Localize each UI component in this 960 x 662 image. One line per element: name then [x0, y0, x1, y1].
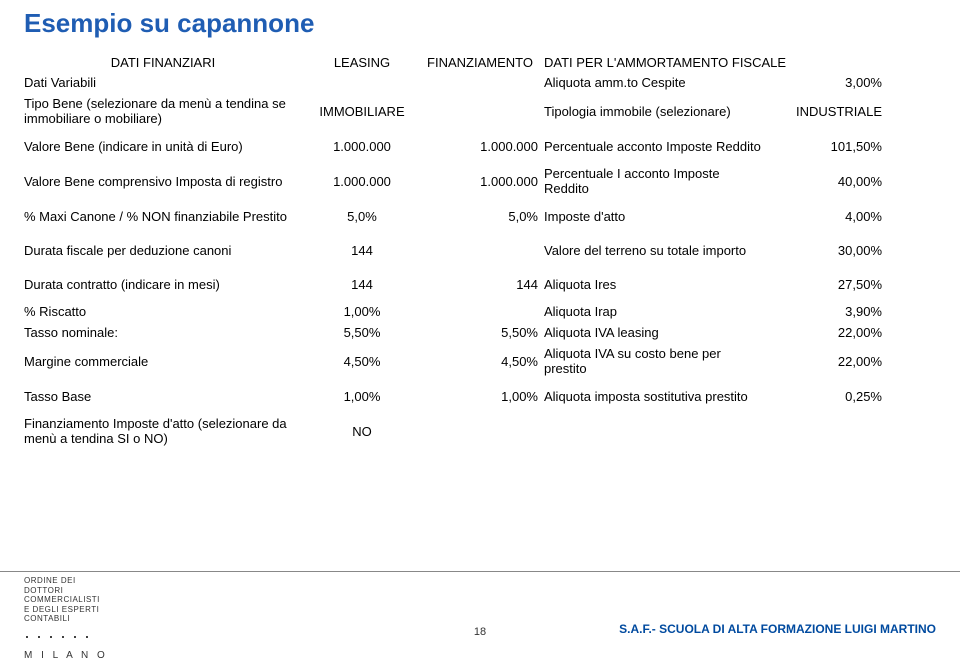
leasing-cell: 1,00%: [302, 389, 422, 404]
fiscal-value-cell: 101,50%: [762, 139, 882, 154]
table-row: Margine commerciale4,50%4,50%Aliquota IV…: [24, 343, 936, 379]
fiscal-label-cell: Aliquota amm.to Cespite: [542, 75, 762, 90]
footer-school: S.A.F.- SCUOLA DI ALTA FORMAZIONE LUIGI …: [619, 622, 936, 636]
col-header-2: LEASING: [302, 55, 422, 70]
label-cell: Valore Bene comprensivo Imposta di regis…: [24, 174, 302, 189]
finanziamento-cell: 5,50%: [422, 325, 542, 340]
finanziamento-cell: 1.000.000: [422, 174, 542, 189]
fiscal-label-cell: Percentuale I acconto Imposte Reddito: [542, 166, 762, 196]
table-row: % Maxi Canone / % NON finanziabile Prest…: [24, 199, 936, 233]
leasing-cell: 4,50%: [302, 354, 422, 369]
page-number: 18: [474, 626, 486, 638]
footer-org-line: E DEGLI ESPERTI: [24, 605, 108, 615]
section-headers: DATI FINANZIARI LEASING FINANZIAMENTO DA…: [24, 53, 936, 72]
footer-org-line: CONTABILI: [24, 614, 108, 624]
finanziamento-cell: 144: [422, 277, 542, 292]
leasing-cell: 1.000.000: [302, 174, 422, 189]
label-cell: Dati Variabili: [24, 75, 302, 90]
fiscal-label-cell: Aliquota Ires: [542, 277, 762, 292]
label-cell: Margine commerciale: [24, 354, 302, 369]
label-cell: Durata contratto (indicare in mesi): [24, 277, 302, 292]
table-row: Durata fiscale per deduzione canoni144 Va…: [24, 233, 936, 267]
label-cell: Tasso nominale:: [24, 325, 302, 340]
table-row: Durata contratto (indicare in mesi)14414…: [24, 267, 936, 301]
fiscal-value-cell: 40,00%: [762, 174, 882, 189]
footer-city: M I L A N O: [24, 650, 108, 662]
fiscal-value-cell: 4,00%: [762, 209, 882, 224]
leasing-cell: 144: [302, 277, 422, 292]
leasing-cell: 1.000.000: [302, 139, 422, 154]
leasing-cell: 5,50%: [302, 325, 422, 340]
page-footer: ORDINE DEI DOTTORI COMMERCIALISTI E DEGL…: [0, 571, 960, 649]
table-row: % Riscatto1,00% Aliquota Irap3,90%: [24, 301, 936, 322]
label-cell: Tipo Bene (selezionare da menù a tendina…: [24, 96, 302, 126]
fiscal-value-cell: 27,50%: [762, 277, 882, 292]
finanziamento-cell: 5,0%: [422, 209, 542, 224]
fiscal-label-cell: Valore del terreno su totale importo: [542, 243, 762, 258]
data-table: Dati Variabili Aliquota amm.to Cespite3,0…: [24, 72, 936, 449]
leasing-cell: 1,00%: [302, 304, 422, 319]
label-cell: % Riscatto: [24, 304, 302, 319]
label-cell: Valore Bene (indicare in unità di Euro): [24, 139, 302, 154]
table-row: Dati Variabili Aliquota amm.to Cespite3,0…: [24, 72, 936, 93]
fiscal-label-cell: Tipologia immobile (selezionare): [542, 104, 762, 119]
col-header-1: DATI FINANZIARI: [24, 55, 302, 70]
col-header-4: DATI PER L'AMMORTAMENTO FISCALE: [542, 55, 882, 70]
footer-org-line: ORDINE DEI: [24, 576, 108, 586]
fiscal-value-cell: 3,90%: [762, 304, 882, 319]
fiscal-value-cell: 0,25%: [762, 389, 882, 404]
label-cell: Finanziamento Imposte d'atto (selezionar…: [24, 416, 302, 446]
label-cell: % Maxi Canone / % NON finanziabile Prest…: [24, 209, 302, 224]
footer-dots: ······: [24, 626, 108, 648]
fiscal-value-cell: 3,00%: [762, 75, 882, 90]
fiscal-label-cell: Aliquota Irap: [542, 304, 762, 319]
footer-org-line: COMMERCIALISTI: [24, 595, 108, 605]
fiscal-label-cell: Aliquota IVA su costo bene per prestito: [542, 346, 762, 376]
table-row: Tasso Base1,00%1,00%Aliquota imposta sos…: [24, 379, 936, 413]
label-cell: Tasso Base: [24, 389, 302, 404]
leasing-cell: 5,0%: [302, 209, 422, 224]
col-header-3: FINANZIAMENTO: [422, 55, 542, 70]
fiscal-value-cell: 22,00%: [762, 354, 882, 369]
table-row: Valore Bene (indicare in unità di Euro)1…: [24, 129, 936, 163]
fiscal-value-cell: 30,00%: [762, 243, 882, 258]
leasing-cell: IMMOBILIARE: [302, 104, 422, 119]
fiscal-value-cell: INDUSTRIALE: [762, 104, 882, 119]
page-title: Esempio su capannone: [24, 8, 936, 39]
finanziamento-cell: 1,00%: [422, 389, 542, 404]
footer-org-line: DOTTORI: [24, 586, 108, 596]
fiscal-label-cell: Aliquota imposta sostitutiva prestito: [542, 389, 762, 404]
table-row: Tipo Bene (selezionare da menù a tendina…: [24, 93, 936, 129]
table-row: Valore Bene comprensivo Imposta di regis…: [24, 163, 936, 199]
fiscal-label-cell: Imposte d'atto: [542, 209, 762, 224]
finanziamento-cell: 1.000.000: [422, 139, 542, 154]
fiscal-label-cell: Aliquota IVA leasing: [542, 325, 762, 340]
fiscal-value-cell: 22,00%: [762, 325, 882, 340]
leasing-cell: NO: [302, 424, 422, 439]
label-cell: Durata fiscale per deduzione canoni: [24, 243, 302, 258]
finanziamento-cell: 4,50%: [422, 354, 542, 369]
leasing-cell: 144: [302, 243, 422, 258]
fiscal-label-cell: Percentuale acconto Imposte Reddito: [542, 139, 762, 154]
table-row: Finanziamento Imposte d'atto (selezionar…: [24, 413, 936, 449]
table-row: Tasso nominale:5,50%5,50%Aliquota IVA le…: [24, 322, 936, 343]
